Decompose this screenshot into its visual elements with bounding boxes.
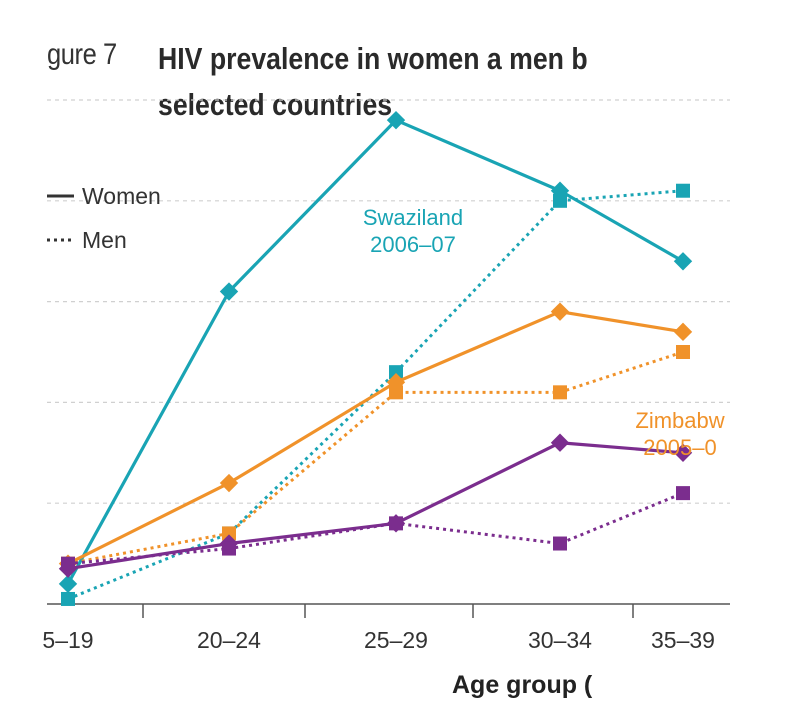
gridlines	[47, 99, 730, 504]
legend-men-label: Men	[82, 227, 127, 253]
annotations: Swaziland 2006–07 Zimbabw 2005–0	[363, 205, 725, 460]
annotation-0: Swaziland 2006–07	[363, 205, 463, 257]
point-square	[553, 193, 567, 208]
point-square	[676, 345, 690, 359]
point-diamond	[673, 322, 693, 342]
point-square	[676, 486, 690, 501]
series-line-unlabeled-women	[67, 441, 684, 571]
point-square	[553, 536, 567, 551]
x-axis-label: Age group (	[452, 671, 593, 699]
point-square	[389, 385, 403, 400]
series-line-zimbabwe-men	[67, 350, 684, 566]
x-tick-label: 35–39	[651, 627, 715, 653]
point-square	[553, 385, 567, 400]
point-diamond	[58, 574, 78, 594]
point-diamond	[386, 110, 406, 130]
point-square	[222, 526, 236, 541]
x-tick-label: 20–24	[197, 627, 261, 653]
point-diamond	[219, 473, 239, 493]
point-diamond	[550, 302, 570, 321]
x-tick-label: 30–34	[528, 627, 592, 653]
point-square	[676, 183, 690, 198]
x-tick-label: 25–29	[364, 627, 428, 653]
point-square	[389, 516, 403, 531]
legend-women-label: Women	[82, 183, 161, 209]
series-lines	[58, 110, 693, 606]
x-tick-label: 5–19	[42, 627, 93, 653]
point-square	[61, 591, 75, 606]
point-diamond	[219, 282, 239, 301]
x-axis: 5–19 20–24 25–29 30–34 35–39	[42, 603, 730, 653]
point-diamond	[673, 443, 693, 462]
point-square	[389, 365, 403, 380]
figure-label: gure 7	[47, 38, 117, 71]
legend: Women Men	[47, 183, 161, 253]
point-diamond	[550, 433, 570, 452]
point-square	[61, 556, 75, 571]
annotation-1: Zimbabw 2005–0	[635, 408, 724, 460]
chart-title: HIV prevalence in women a men b selected…	[158, 41, 588, 122]
point-diamond	[673, 252, 693, 271]
point-square	[222, 541, 236, 556]
